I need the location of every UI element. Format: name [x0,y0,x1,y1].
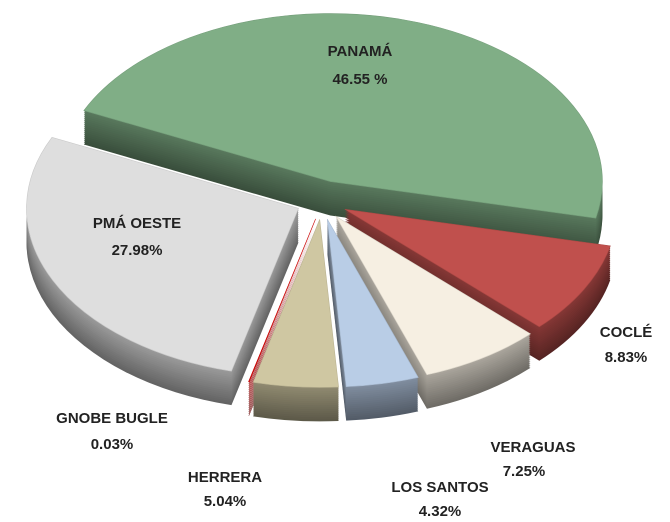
slice-group [252,219,339,422]
slice-value-label: 46.55 % [332,71,387,88]
slice-side [248,226,316,390]
slice-label: LOS SANTOS [391,479,488,496]
slice-value-label: 0.03% [91,436,134,453]
slice-side [248,222,316,386]
slice-value-label: 27.98% [112,242,163,259]
slice-group [26,137,299,406]
slice-label: HERRERA [188,469,262,486]
slice [83,13,603,219]
slice-side [248,220,316,384]
slice-value-label: 4.32% [419,503,462,520]
slice [326,218,419,387]
slice-label: PMÁ OESTE [93,215,181,232]
slice-label: GNOBE BUGLE [56,410,168,427]
slice [335,215,532,376]
slice-group [326,218,419,421]
slice [248,218,316,383]
slice-group [83,13,603,253]
slice-label: PANAMÁ [328,43,393,60]
slice-label: COCLÉ [600,324,653,341]
slice-value-label: 7.25% [503,463,546,480]
slice-side [248,224,316,388]
slice-value-label: 8.83% [605,349,648,366]
slice-group [335,215,532,409]
slice [26,137,299,372]
slice-label: VERAGUAS [490,439,575,456]
slice-side [248,228,316,392]
slice [252,219,339,388]
slice-value-label: 5.04% [204,493,247,510]
slice [344,208,611,328]
